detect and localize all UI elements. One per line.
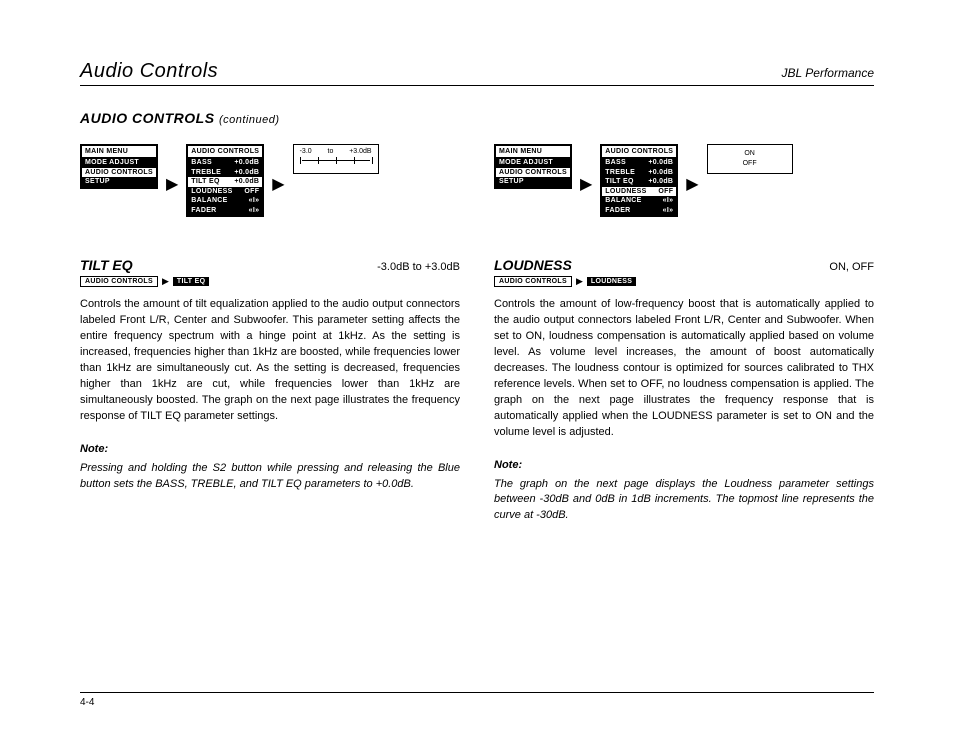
audio-controls-box-tilt: AUDIO CONTROLSBASS+0.0dBTREBLE+0.0dBTILT… [186,144,264,217]
page-footer: 4-4 [80,692,874,708]
tilt-heading: TILT EQ -3.0dB to +3.0dB [80,257,460,273]
slider-min: -3.0 [300,148,312,155]
crumb-loudness: LOUDNESS [587,277,636,286]
tilt-slider-box: -3.0 to +3.0dB [293,144,379,174]
loudness-note-text: The graph on the next page displays the … [494,477,874,525]
audio-controls-box-loudness: AUDIO CONTROLSBASS+0.0dBTREBLE+0.0dBTILT… [600,144,678,217]
arrow-icon: ▶ [686,177,698,193]
page-number: 4-4 [80,697,94,708]
page-header: Audio Controls JBL Performance [80,60,874,86]
section-title-text: AUDIO CONTROLS [80,110,215,126]
loudness-body: Controls the amount of low-frequency boo… [494,297,874,440]
main-menu-box: MAIN MENUMODE ADJUSTAUDIO CONTROLSSETUP [80,144,158,189]
onoff-box: ON OFF [707,144,793,174]
section-title: AUDIO CONTROLS (continued) [80,110,874,126]
loudness-range: ON, OFF [829,261,874,273]
main-menu-box: MAIN MENUMODE ADJUSTAUDIO CONTROLSSETUP [494,144,572,189]
loudness-breadcrumb: AUDIO CONTROLS ▶ LOUDNESS [494,276,874,287]
right-column: MAIN MENUMODE ADJUSTAUDIO CONTROLSSETUP … [494,144,874,524]
crumb-audio-controls: AUDIO CONTROLS [494,276,572,287]
onoff-on: ON [726,149,774,159]
loudness-title: LOUDNESS [494,257,572,273]
onoff-off: OFF [726,159,774,169]
tilt-body: Controls the amount of tilt equalization… [80,297,460,425]
arrow-icon: ▶ [162,276,169,287]
loudness-note-heading: Note: [494,459,874,471]
slider-track [300,157,372,165]
crumb-audio-controls: AUDIO CONTROLS [80,276,158,287]
loudness-heading: LOUDNESS ON, OFF [494,257,874,273]
tilt-note-text: Pressing and holding the S2 button while… [80,461,460,493]
slider-max: +3.0dB [349,148,371,155]
tilt-breadcrumb: AUDIO CONTROLS ▶ TILT EQ [80,276,460,287]
arrow-icon: ▶ [580,177,592,193]
tilt-title: TILT EQ [80,257,133,273]
crumb-tilt-eq: TILT EQ [173,277,209,286]
arrow-icon: ▶ [576,276,583,287]
arrow-icon: ▶ [166,177,178,193]
loudness-menu-row: MAIN MENUMODE ADJUSTAUDIO CONTROLSSETUP … [494,144,874,217]
tilt-menu-row: MAIN MENUMODE ADJUSTAUDIO CONTROLSSETUP … [80,144,460,217]
left-column: MAIN MENUMODE ADJUSTAUDIO CONTROLSSETUP … [80,144,460,524]
arrow-icon: ▶ [272,177,284,193]
section-continued: (continued) [219,114,280,126]
header-brand: JBL Performance [782,66,875,80]
tilt-note-heading: Note: [80,443,460,455]
header-title: Audio Controls [80,60,218,83]
slider-to: to [328,148,334,155]
tilt-range: -3.0dB to +3.0dB [377,261,460,273]
